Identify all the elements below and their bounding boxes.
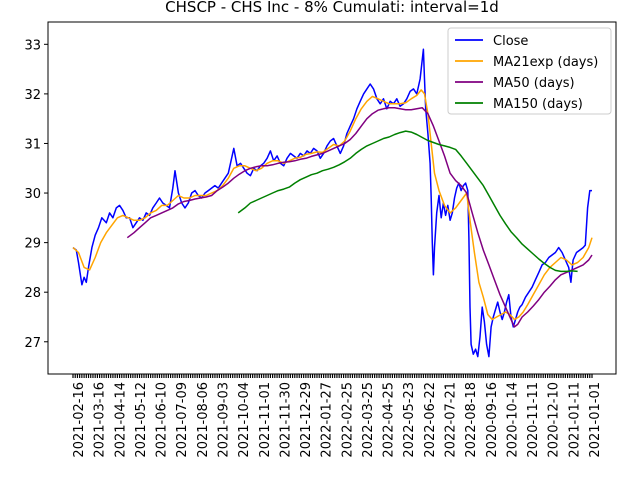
x-tick-label: 2021-04-14 xyxy=(113,382,128,458)
x-tick-label: 2020-12-10 xyxy=(547,382,562,458)
plot-area xyxy=(47,21,617,375)
legend: Close MA21exp (days) MA50 (days) MA150 (day… xyxy=(447,27,612,115)
legend-label: MA50 (days) xyxy=(493,76,575,91)
y-tick-label: 31 xyxy=(24,137,41,152)
x-tick-label: 2021-01-11 xyxy=(567,382,582,458)
x-tick-label: 2021-10-04 xyxy=(237,382,252,458)
legend-label: MA21exp (days) xyxy=(493,55,598,70)
x-tick-label: 2022-08-18 xyxy=(464,382,479,458)
x-tick-label: 2020-09-16 xyxy=(485,382,500,458)
x-tick-label: 2022-07-21 xyxy=(444,382,459,458)
y-tick-label: 30 xyxy=(24,187,41,202)
series-line-ma150-days xyxy=(237,130,578,273)
x-tick-label: 2022-02-25 xyxy=(340,382,355,458)
x-tick-label: 2022-01-27 xyxy=(320,382,335,458)
series-layer xyxy=(72,48,593,358)
y-tick-label: 28 xyxy=(24,286,41,301)
x-tick-label: 2021-05-12 xyxy=(134,382,149,458)
x-tick-label: 2021-12-29 xyxy=(299,382,314,458)
x-tick-label: 2021-11-30 xyxy=(278,382,293,458)
x-tick-label: 2021-01-01 xyxy=(588,382,603,458)
legend-box xyxy=(447,27,612,115)
x-axis: 2021-02-16 2021-03-16 2021-04-14 2021-05-12… xyxy=(72,374,603,458)
y-tick-label: 32 xyxy=(24,88,41,103)
x-tick-label: 2021-07-09 xyxy=(175,382,190,458)
x-tick-label: 2021-11-01 xyxy=(258,382,273,458)
x-tick-label: 2020-10-14 xyxy=(505,382,520,458)
x-tick-label: 2021-08-06 xyxy=(196,382,211,458)
x-tick-label: 2022-04-25 xyxy=(382,382,397,458)
y-tick-label: 27 xyxy=(24,336,41,351)
y-axis: 27 28 29 30 31 32 33 xyxy=(24,38,48,351)
x-tick-label: 2022-03-25 xyxy=(361,382,376,458)
series-line-ma50-days xyxy=(126,107,593,328)
x-tick-label: 2021-02-16 xyxy=(72,382,87,458)
x-tick-label: 2021-03-16 xyxy=(93,382,108,458)
legend-label: MA150 (days) xyxy=(493,97,583,112)
x-tick-label: 2021-06-10 xyxy=(155,382,170,458)
x-tick-label: 2021-09-03 xyxy=(217,382,232,458)
legend-label: Close xyxy=(493,34,528,49)
x-tick-label: 2022-05-23 xyxy=(402,382,417,458)
chart-title: CHSCP - CHS Inc - 8% Cumulati: interval=… xyxy=(165,0,499,16)
x-tick-label: 2020-11-11 xyxy=(526,382,541,458)
y-tick-label: 29 xyxy=(24,237,41,252)
x-tick-label: 2022-06-22 xyxy=(423,382,438,458)
series-line-close xyxy=(72,48,592,358)
y-tick-label: 33 xyxy=(24,38,41,53)
